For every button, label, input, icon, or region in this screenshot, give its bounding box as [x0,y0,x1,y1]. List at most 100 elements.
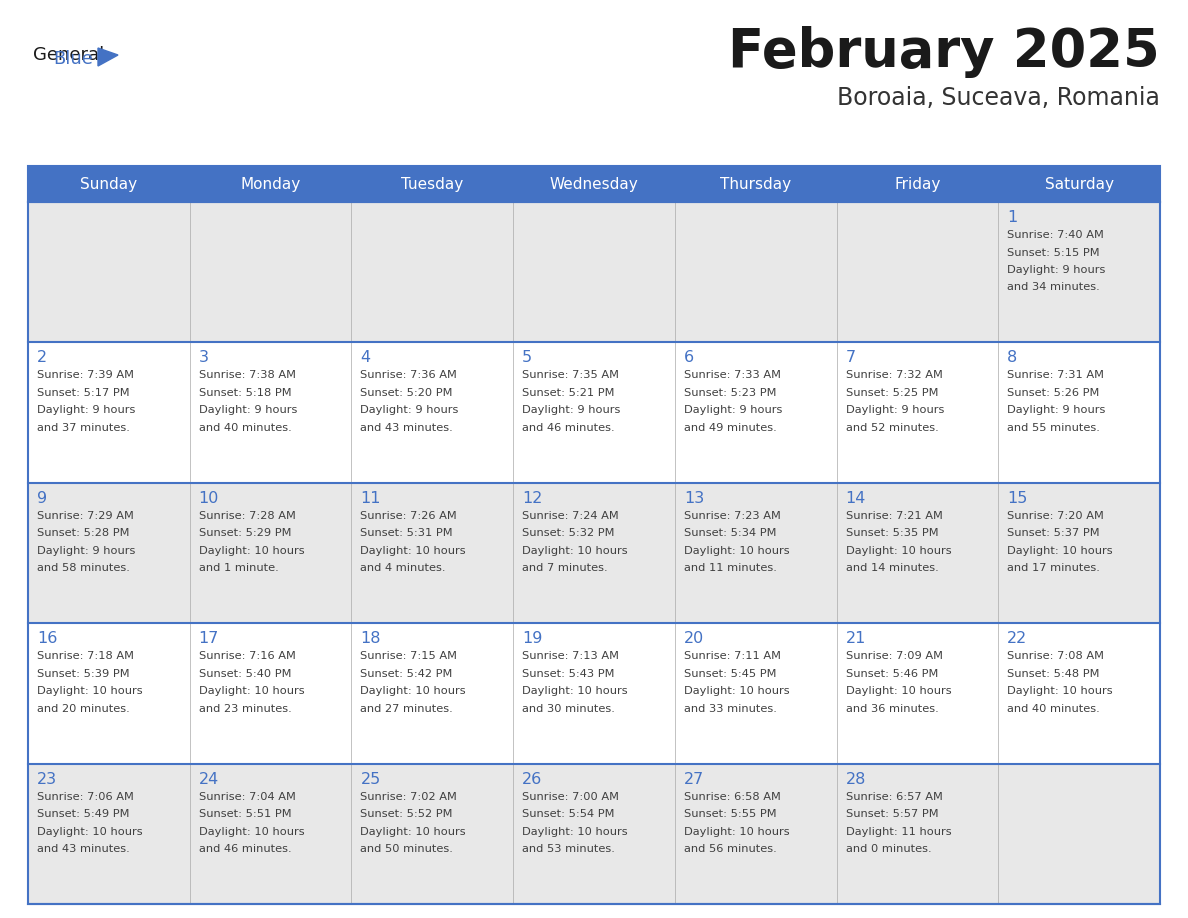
Bar [29,342,1159,483]
Text: Sunrise: 7:16 AM: Sunrise: 7:16 AM [198,651,296,661]
Text: Daylight: 9 hours: Daylight: 9 hours [37,546,135,555]
Text: Sunset: 5:46 PM: Sunset: 5:46 PM [846,668,939,678]
Text: Daylight: 9 hours: Daylight: 9 hours [37,406,135,416]
Text: Sunset: 5:35 PM: Sunset: 5:35 PM [846,528,939,538]
Text: Sunrise: 7:20 AM: Sunrise: 7:20 AM [1007,510,1104,521]
Text: Sunset: 5:15 PM: Sunset: 5:15 PM [1007,248,1100,258]
Text: Daylight: 9 hours: Daylight: 9 hours [360,406,459,416]
Text: Wednesday: Wednesday [550,176,638,192]
Text: Sunset: 5:17 PM: Sunset: 5:17 PM [37,388,129,397]
Text: Sunrise: 7:38 AM: Sunrise: 7:38 AM [198,370,296,380]
Text: 2: 2 [37,351,48,365]
Bar [29,166,1159,202]
Text: Daylight: 10 hours: Daylight: 10 hours [1007,686,1113,696]
Text: Daylight: 10 hours: Daylight: 10 hours [360,686,466,696]
Text: and 0 minutes.: and 0 minutes. [846,844,931,854]
Text: 15: 15 [1007,491,1028,506]
Text: and 46 minutes.: and 46 minutes. [523,423,614,433]
Text: Sunset: 5:21 PM: Sunset: 5:21 PM [523,388,614,397]
Text: and 17 minutes.: and 17 minutes. [1007,564,1100,574]
Bar [29,764,1159,904]
Text: and 4 minutes.: and 4 minutes. [360,564,446,574]
Bar [29,483,1159,623]
Text: 22: 22 [1007,632,1028,646]
Text: Sunrise: 7:18 AM: Sunrise: 7:18 AM [37,651,134,661]
Text: Sunset: 5:26 PM: Sunset: 5:26 PM [1007,388,1100,397]
Text: Sunset: 5:51 PM: Sunset: 5:51 PM [198,809,291,819]
Text: Sunrise: 7:39 AM: Sunrise: 7:39 AM [37,370,134,380]
Text: and 55 minutes.: and 55 minutes. [1007,423,1100,433]
Text: and 46 minutes.: and 46 minutes. [198,844,291,854]
Text: 1: 1 [1007,210,1018,225]
Text: and 14 minutes.: and 14 minutes. [846,564,939,574]
Text: 4: 4 [360,351,371,365]
Text: Boroaia, Suceava, Romania: Boroaia, Suceava, Romania [838,86,1159,110]
Text: 20: 20 [684,632,704,646]
Text: Saturday: Saturday [1044,176,1113,192]
Text: Sunset: 5:45 PM: Sunset: 5:45 PM [684,668,776,678]
Text: Sunset: 5:54 PM: Sunset: 5:54 PM [523,809,614,819]
Text: 19: 19 [523,632,543,646]
Polygon shape [97,48,118,66]
Text: and 43 minutes.: and 43 minutes. [37,844,129,854]
Text: Daylight: 10 hours: Daylight: 10 hours [846,686,952,696]
Text: Friday: Friday [895,176,941,192]
Text: Sunset: 5:23 PM: Sunset: 5:23 PM [684,388,776,397]
Text: and 37 minutes.: and 37 minutes. [37,423,129,433]
Text: Sunset: 5:39 PM: Sunset: 5:39 PM [37,668,129,678]
Text: Sunset: 5:28 PM: Sunset: 5:28 PM [37,528,129,538]
Text: Sunset: 5:43 PM: Sunset: 5:43 PM [523,668,614,678]
Text: and 7 minutes.: and 7 minutes. [523,564,608,574]
Text: 12: 12 [523,491,543,506]
Text: 3: 3 [198,351,209,365]
Text: Sunset: 5:55 PM: Sunset: 5:55 PM [684,809,777,819]
Text: Sunset: 5:52 PM: Sunset: 5:52 PM [360,809,453,819]
Text: Sunrise: 7:31 AM: Sunrise: 7:31 AM [1007,370,1105,380]
Text: Sunset: 5:37 PM: Sunset: 5:37 PM [1007,528,1100,538]
Text: 10: 10 [198,491,219,506]
Text: Daylight: 10 hours: Daylight: 10 hours [523,826,627,836]
Text: Daylight: 10 hours: Daylight: 10 hours [684,686,790,696]
Text: Daylight: 10 hours: Daylight: 10 hours [198,686,304,696]
Text: Sunrise: 7:24 AM: Sunrise: 7:24 AM [523,510,619,521]
Text: and 34 minutes.: and 34 minutes. [1007,283,1100,293]
Text: Sunrise: 7:36 AM: Sunrise: 7:36 AM [360,370,457,380]
Text: Daylight: 9 hours: Daylight: 9 hours [1007,406,1106,416]
Text: and 23 minutes.: and 23 minutes. [198,704,291,713]
Text: and 40 minutes.: and 40 minutes. [1007,704,1100,713]
Text: Sunrise: 7:40 AM: Sunrise: 7:40 AM [1007,230,1104,240]
Text: 7: 7 [846,351,855,365]
Text: Sunset: 5:49 PM: Sunset: 5:49 PM [37,809,129,819]
Text: Daylight: 10 hours: Daylight: 10 hours [1007,546,1113,555]
Text: Daylight: 10 hours: Daylight: 10 hours [198,826,304,836]
Text: Blue: Blue [53,50,93,68]
Text: and 53 minutes.: and 53 minutes. [523,844,615,854]
Text: Sunrise: 7:23 AM: Sunrise: 7:23 AM [684,510,781,521]
Text: Sunrise: 7:15 AM: Sunrise: 7:15 AM [360,651,457,661]
Text: 17: 17 [198,632,219,646]
Text: Daylight: 9 hours: Daylight: 9 hours [846,406,944,416]
Text: Daylight: 9 hours: Daylight: 9 hours [1007,265,1106,275]
Text: 21: 21 [846,632,866,646]
Text: and 43 minutes.: and 43 minutes. [360,423,453,433]
Text: Tuesday: Tuesday [402,176,463,192]
Text: Daylight: 10 hours: Daylight: 10 hours [37,826,143,836]
Text: Sunset: 5:48 PM: Sunset: 5:48 PM [1007,668,1100,678]
Text: Sunrise: 6:57 AM: Sunrise: 6:57 AM [846,791,942,801]
Text: 9: 9 [37,491,48,506]
Text: Sunrise: 7:29 AM: Sunrise: 7:29 AM [37,510,134,521]
Text: Daylight: 11 hours: Daylight: 11 hours [846,826,952,836]
Text: 16: 16 [37,632,57,646]
Text: February 2025: February 2025 [728,26,1159,78]
Text: and 27 minutes.: and 27 minutes. [360,704,453,713]
Text: 28: 28 [846,772,866,787]
Text: Sunrise: 7:28 AM: Sunrise: 7:28 AM [198,510,296,521]
Text: 24: 24 [198,772,219,787]
Text: 26: 26 [523,772,543,787]
Text: 27: 27 [684,772,704,787]
Text: 25: 25 [360,772,380,787]
Text: and 33 minutes.: and 33 minutes. [684,704,777,713]
Text: Sunrise: 7:26 AM: Sunrise: 7:26 AM [360,510,457,521]
Text: Daylight: 10 hours: Daylight: 10 hours [360,826,466,836]
Text: Sunset: 5:32 PM: Sunset: 5:32 PM [523,528,614,538]
